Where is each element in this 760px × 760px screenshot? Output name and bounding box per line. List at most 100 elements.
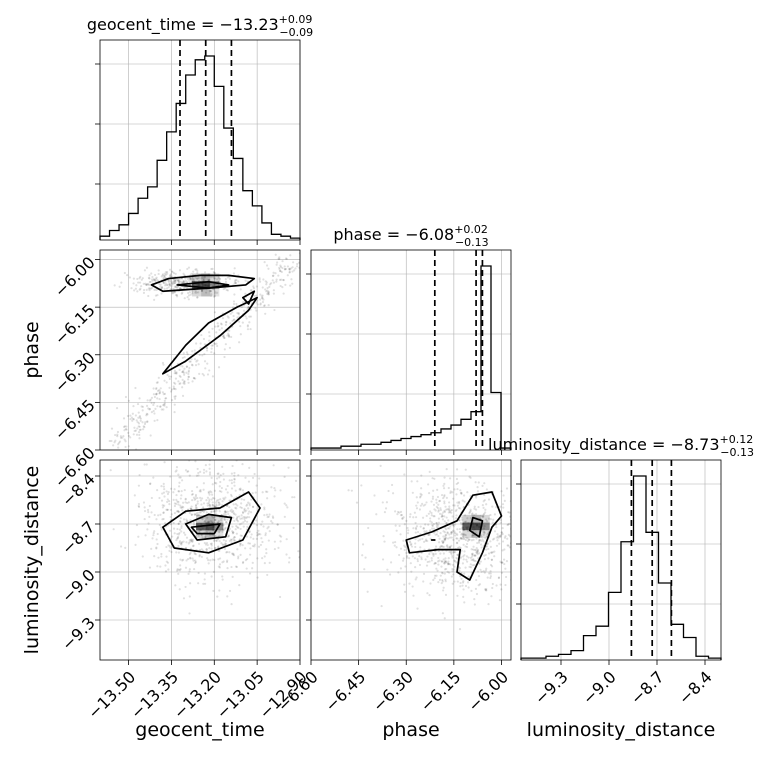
sample-point <box>156 565 159 568</box>
sample-point <box>173 403 176 406</box>
hist-panel-geocent-time: geocent_time = −13.23+0.09 −0.09 <box>87 13 313 245</box>
sample-point <box>260 295 263 298</box>
sample-point <box>456 504 459 507</box>
histogram-steps <box>99 55 301 240</box>
sample-point <box>179 476 182 479</box>
sample-point <box>279 269 282 273</box>
sample-point <box>276 261 279 264</box>
sample-point <box>298 261 300 264</box>
sample-point <box>436 495 440 499</box>
sample-point <box>480 570 483 573</box>
sample-point <box>268 513 271 516</box>
sample-point <box>213 277 217 280</box>
sample-point <box>178 541 181 544</box>
sample-point <box>391 492 395 495</box>
sample-point <box>137 281 140 284</box>
sample-point <box>202 582 205 585</box>
sample-point <box>215 342 218 345</box>
sample-point <box>263 513 266 517</box>
sample-point <box>180 543 183 546</box>
sample-point <box>444 537 447 541</box>
sample-point <box>183 356 186 359</box>
sample-point <box>188 474 191 477</box>
sample-point <box>236 316 239 319</box>
sample-point <box>257 529 260 532</box>
sample-point <box>489 576 492 580</box>
sample-point <box>363 568 366 571</box>
sample-point <box>224 518 227 521</box>
sample-point <box>213 271 216 275</box>
sample-point <box>177 533 180 536</box>
sample-point <box>218 539 221 543</box>
sample-point <box>218 563 222 566</box>
sample-point <box>188 570 191 573</box>
sample-point <box>366 590 369 593</box>
sample-point <box>184 585 187 589</box>
sample-point <box>456 594 459 597</box>
sample-point <box>293 496 296 499</box>
sample-point <box>237 312 240 315</box>
sample-point <box>244 315 247 318</box>
sample-point <box>468 565 471 568</box>
sample-point <box>291 266 294 269</box>
sample-point <box>480 452 482 454</box>
sample-point <box>230 565 233 569</box>
sample-point <box>263 562 266 565</box>
sample-point <box>462 558 465 561</box>
sample-point <box>192 544 195 547</box>
sample-point <box>543 549 545 551</box>
sample-point <box>213 288 216 291</box>
sample-point <box>181 394 185 397</box>
sample-point <box>458 628 462 631</box>
sample-point <box>160 287 164 290</box>
sample-point <box>189 507 192 510</box>
sample-point <box>167 375 171 378</box>
sample-point <box>478 538 481 541</box>
sample-point <box>443 572 446 575</box>
sample-point <box>200 289 204 293</box>
sample-point <box>162 363 165 366</box>
sample-point <box>232 318 235 321</box>
sample-point <box>463 554 466 557</box>
sample-point <box>164 271 167 274</box>
sample-point <box>273 495 276 498</box>
sample-point <box>147 276 150 279</box>
sample-point <box>136 427 139 430</box>
sample-point <box>388 573 392 576</box>
sample-point <box>280 270 283 274</box>
sample-point <box>473 598 476 601</box>
sample-point <box>245 317 248 320</box>
sample-point <box>408 557 411 560</box>
sample-point <box>187 278 190 281</box>
sample-point <box>194 559 197 562</box>
sample-point <box>515 571 517 573</box>
sample-point <box>123 271 126 275</box>
sample-point <box>225 551 228 554</box>
sample-point <box>229 538 233 541</box>
sample-point <box>253 543 256 546</box>
sample-point <box>210 510 213 514</box>
sample-point <box>211 493 214 496</box>
sample-point <box>224 542 227 545</box>
sample-point <box>212 283 215 286</box>
sample-point <box>232 314 235 318</box>
sample-point <box>197 571 200 575</box>
sample-point <box>237 474 240 477</box>
sample-point <box>456 546 460 550</box>
sample-point <box>180 542 183 545</box>
sample-point <box>206 557 209 560</box>
sample-point <box>158 282 161 286</box>
sample-point <box>161 518 164 521</box>
sample-point <box>448 533 451 536</box>
sample-point <box>528 473 530 475</box>
sample-point <box>379 464 382 468</box>
sample-point <box>491 551 494 554</box>
sample-point <box>214 283 217 286</box>
sample-point <box>484 569 488 572</box>
sample-point <box>148 408 151 411</box>
sample-point <box>245 516 248 520</box>
sample-point <box>179 280 183 283</box>
sample-point <box>163 276 166 279</box>
sample-point <box>149 482 152 486</box>
